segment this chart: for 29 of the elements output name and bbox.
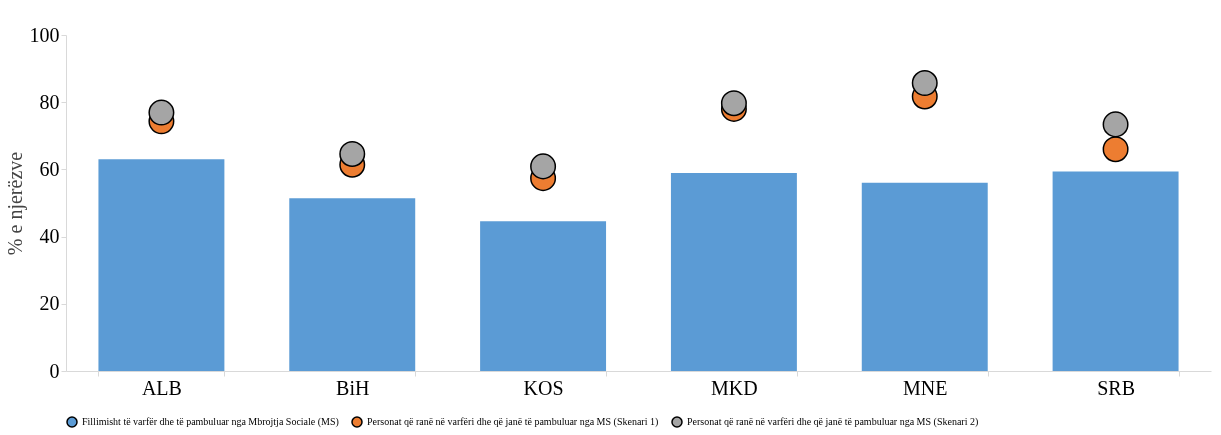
bar bbox=[861, 182, 988, 371]
legend-label: Personat që ranë në varfëri dhe që janë të pambuluar nga MS (Skenari 1) bbox=[367, 416, 659, 428]
x-tick-label: MNE bbox=[903, 376, 948, 399]
y-tick-label: 80 bbox=[39, 90, 60, 113]
y-tick-label: 20 bbox=[39, 292, 60, 315]
x-tick-label: ALB bbox=[141, 376, 182, 399]
point bbox=[148, 99, 175, 126]
bar bbox=[98, 159, 225, 371]
y-tick-label: 100 bbox=[29, 23, 60, 46]
point bbox=[1102, 136, 1129, 163]
y-tick-label: 40 bbox=[39, 225, 60, 248]
x-tick-label: MKD bbox=[711, 376, 758, 399]
x-tick-label: SRB bbox=[1097, 376, 1135, 399]
y-tick-label: 0 bbox=[49, 359, 60, 382]
point bbox=[530, 153, 557, 180]
legend-label: Personat që ranë në varfëri dhe që janë të pambuluar nga MS (Skenari 2) bbox=[687, 416, 979, 428]
point bbox=[339, 140, 366, 167]
bar bbox=[1052, 171, 1179, 371]
bar bbox=[289, 198, 416, 371]
bar bbox=[480, 221, 607, 371]
y-axis-title: % e njerëzve bbox=[3, 151, 27, 256]
point bbox=[911, 70, 938, 97]
point bbox=[720, 90, 747, 117]
x-tick-label: KOS bbox=[523, 376, 564, 399]
bar bbox=[670, 173, 797, 371]
point bbox=[1102, 111, 1129, 138]
x-tick-label: BiH bbox=[336, 376, 370, 399]
y-tick-label: 60 bbox=[39, 157, 60, 180]
legend-label: Fillimisht të varfër dhe të pambuluar nga Mbrojtja Sociale (MS) bbox=[82, 416, 339, 428]
